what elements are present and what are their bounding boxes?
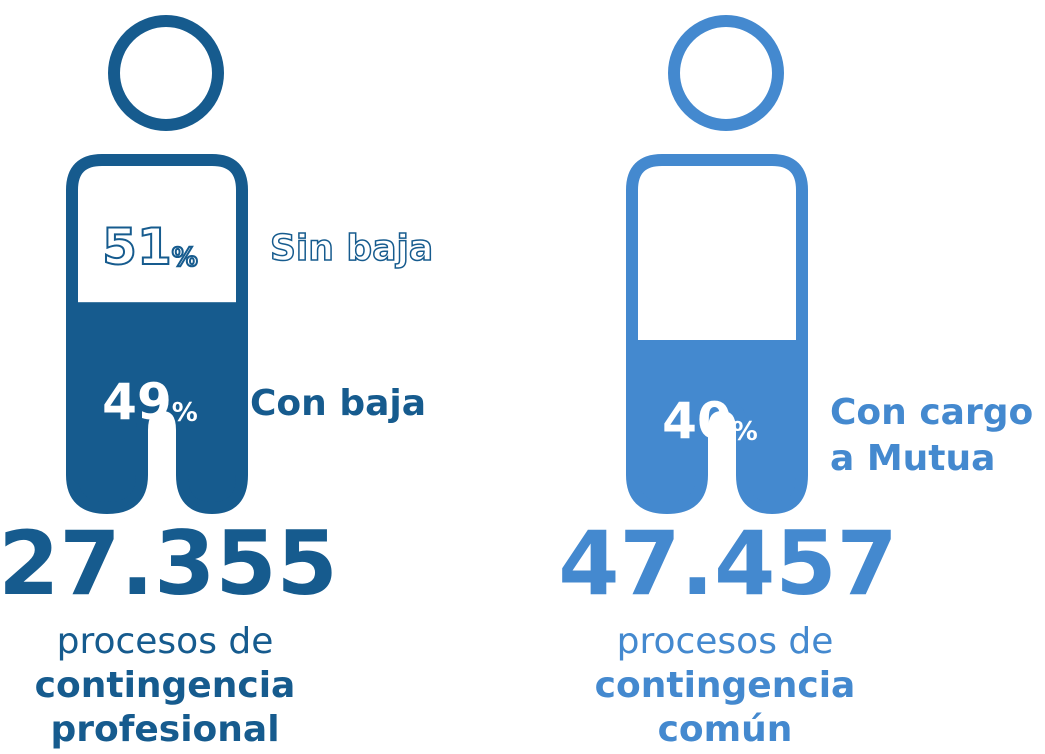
total: 47.457 <box>558 512 898 615</box>
figure: 40% Con cargo a Mutua 47.457 procesos decont… <box>558 15 1033 750</box>
percent: 49% <box>102 373 198 431</box>
body-outline <box>66 154 248 514</box>
segment-label: Sin baja <box>270 228 433 269</box>
body-outline <box>626 154 808 514</box>
description: contingencia <box>35 665 296 706</box>
percent: 40% <box>662 392 758 450</box>
description: contingencia <box>595 665 856 706</box>
description: procesos de <box>617 621 834 662</box>
percent-value: 51 <box>102 218 172 276</box>
head <box>108 15 224 131</box>
description: profesional <box>50 709 279 750</box>
description: procesos de <box>57 621 274 662</box>
percent-value: 40 <box>662 392 732 450</box>
segment-label: a Mutua <box>830 438 995 479</box>
percent-value: 49 <box>102 373 172 431</box>
figure: 51% Sin baja 49% Con baja 27.355 procesos dec… <box>0 15 434 750</box>
percent-unit: % <box>172 398 198 428</box>
percent-unit: % <box>172 243 198 273</box>
total: 27.355 <box>0 512 338 615</box>
head <box>668 15 784 131</box>
segment-label: Con baja <box>250 383 426 424</box>
percent: 51% <box>102 218 198 276</box>
percent-unit: % <box>732 417 758 447</box>
description: común <box>658 709 793 750</box>
segment-label: Con cargo <box>830 392 1033 433</box>
